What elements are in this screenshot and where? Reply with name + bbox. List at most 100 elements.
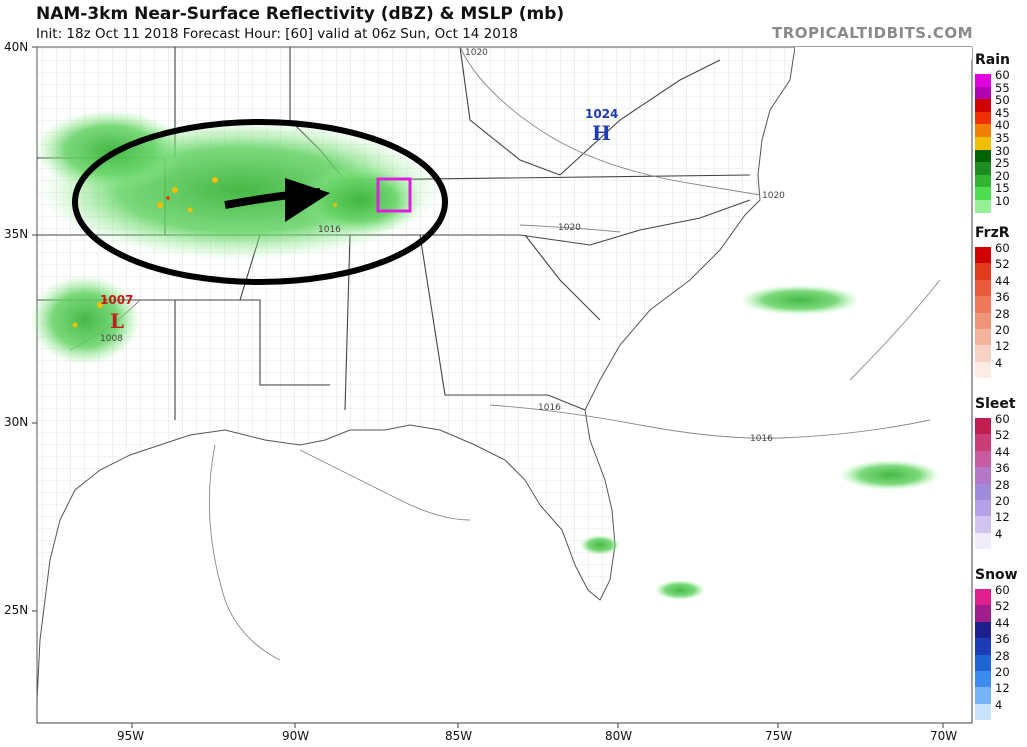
isobar-label: 1020	[558, 223, 581, 233]
isobar-label: 1016	[538, 403, 561, 413]
legend-swatch	[975, 434, 991, 451]
legend-rain-title: Rain	[975, 52, 1010, 68]
legend-swatch	[975, 589, 991, 606]
legend-swatch	[975, 499, 991, 517]
precipitation-rain	[30, 110, 940, 600]
lon-label: 85W	[445, 729, 472, 743]
isobar-labels: 1020 1020 1020 1016 1016 1016 1008	[100, 48, 785, 444]
legend-swatch	[975, 345, 991, 362]
site-brand[interactable]: TROPICALTIDBITS.COM	[772, 24, 973, 42]
legend-swatch	[975, 621, 991, 639]
legend-swatch	[975, 312, 991, 329]
legend-tick-label: 52	[995, 599, 1010, 614]
legend-tick-label: 44	[995, 615, 1010, 630]
lon-label: 90W	[282, 729, 309, 743]
legend-sleet-title: Sleet	[975, 396, 1016, 412]
isobar-label: 1016	[318, 225, 341, 235]
legend-swatch	[975, 263, 991, 280]
legend-tick-label: 20	[995, 665, 1010, 679]
isobar-label: 1008	[100, 334, 123, 344]
legend-swatch	[975, 450, 991, 468]
isobar-label: 1020	[762, 191, 785, 201]
lat-label: 40N	[4, 40, 28, 54]
legend-tick-label: 15	[995, 181, 1010, 196]
legend-swatch	[975, 638, 991, 655]
legend-swatch	[975, 86, 991, 100]
legend-frzr-title: FrzR	[975, 225, 1010, 241]
low-pressure-value: 1007	[100, 293, 133, 307]
legend-swatch	[975, 483, 991, 500]
axis-ticks	[32, 46, 944, 728]
lat-label: 30N	[4, 415, 28, 429]
annotation-arrow	[224, 178, 330, 222]
legend-tick-label: 25	[995, 156, 1010, 171]
legend-swatch	[975, 111, 991, 125]
legend-tick-label: 30	[995, 143, 1010, 158]
legend-swatch	[975, 199, 991, 213]
legend-swatch	[975, 467, 991, 484]
legend-tick-label: 52	[995, 257, 1010, 272]
legend-tick-label: 35	[995, 131, 1010, 145]
high-pressure-symbol: H	[592, 121, 611, 145]
legend-tick-label: 10	[995, 194, 1010, 208]
isobar-label: 1020	[465, 48, 488, 58]
legend-tick-label: 36	[995, 290, 1010, 305]
isobar-label: 1016	[750, 434, 773, 444]
legend-tick-label: 45	[995, 105, 1010, 120]
legend-tick-label: 20	[995, 323, 1010, 337]
legend-swatch	[975, 328, 991, 346]
legend-tick-label: 12	[995, 510, 1010, 525]
legend-swatch	[975, 279, 991, 297]
annotation-ellipse	[72, 119, 448, 285]
legend-swatch	[975, 174, 991, 188]
legend-tick-label: 28	[995, 477, 1010, 492]
legend-tick-label: 4	[995, 526, 1003, 541]
legend-tick-label: 20	[995, 494, 1010, 508]
legend-tick-label: 44	[995, 273, 1010, 288]
highlight-box	[376, 177, 412, 213]
legend-tick-label: 60	[995, 241, 1010, 255]
legend-swatch	[975, 687, 991, 704]
legend-tick-label: 4	[995, 697, 1003, 712]
lon-label: 80W	[605, 729, 632, 743]
axis-labels: 40N 35N 30N 25N 95W 90W 85W 80W 75W 70W	[4, 40, 957, 743]
legend-frzr-colorbar	[975, 247, 991, 379]
legend-tick-label: 36	[995, 461, 1010, 476]
legend-tick-label: 44	[995, 444, 1010, 459]
legend-tick-label: 55	[995, 80, 1010, 95]
map-subtitle: Init: 18z Oct 11 2018 Forecast Hour: [60…	[36, 26, 519, 42]
lon-label: 70W	[930, 729, 957, 743]
legend-tick-label: 40	[995, 118, 1010, 133]
legend-swatch	[975, 532, 991, 550]
legend-tick-label: 36	[995, 632, 1010, 647]
legend-swatch	[975, 296, 991, 313]
legend-swatch	[975, 605, 991, 622]
legend-swatch	[975, 247, 991, 264]
legend-swatch	[975, 654, 991, 671]
legend-rain-colorbar	[975, 74, 991, 213]
high-pressure-value: 1024	[585, 107, 618, 121]
lon-label: 95W	[117, 729, 144, 743]
legend-tick-label: 60	[995, 583, 1010, 597]
lat-label: 35N	[4, 227, 28, 241]
legend-swatch	[975, 418, 991, 435]
legend-tick-label: 52	[995, 428, 1010, 443]
legend-swatch	[975, 74, 991, 87]
legend-swatch	[975, 162, 991, 175]
legend-tick-label: 4	[995, 355, 1003, 370]
legend-swatch	[975, 149, 991, 163]
legend-tick-label: 60	[995, 68, 1010, 82]
map-title: NAM-3km Near-Surface Reflectivity (dBZ) …	[36, 4, 565, 24]
legend-tick-label: 12	[995, 681, 1010, 696]
lon-label: 75W	[765, 729, 792, 743]
legend-swatch	[975, 670, 991, 688]
legend-tick-label: 60	[995, 412, 1010, 426]
legend-swatch	[975, 703, 991, 721]
low-pressure-symbol: L	[110, 309, 124, 333]
legend-swatch	[975, 99, 991, 112]
legend-swatch	[975, 136, 991, 150]
legend-tick-label: 50	[995, 93, 1010, 108]
legend-tick-label: 28	[995, 306, 1010, 321]
legend-swatch	[975, 124, 991, 137]
